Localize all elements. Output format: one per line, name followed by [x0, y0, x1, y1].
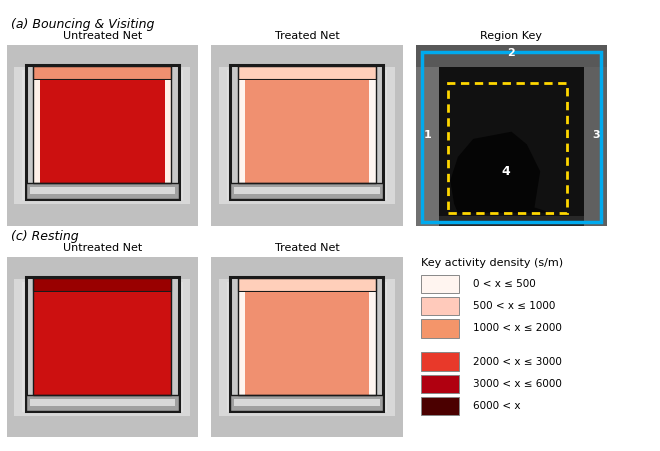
Bar [420, 297, 459, 315]
Text: Treated Net: Treated Net [275, 244, 339, 253]
Text: Key activity density (s/m): Key activity density (s/m) [420, 258, 563, 268]
Bar [420, 352, 459, 371]
Bar [238, 66, 376, 79]
Bar [22, 282, 183, 412]
Bar [219, 67, 395, 204]
Bar [416, 45, 439, 226]
Bar [26, 277, 179, 411]
Bar [30, 399, 175, 405]
Bar [219, 279, 395, 416]
Text: 3000 < x ≤ 6000: 3000 < x ≤ 6000 [473, 379, 562, 389]
Bar [226, 70, 387, 200]
Polygon shape [450, 132, 546, 213]
Bar [420, 319, 459, 338]
Bar [420, 275, 459, 293]
Bar [164, 292, 171, 395]
Text: 6000 < x: 6000 < x [473, 401, 520, 411]
Bar [230, 183, 383, 199]
Text: Region Key: Region Key [480, 32, 543, 41]
Text: Untreated Net: Untreated Net [63, 32, 142, 41]
Bar [34, 80, 40, 183]
Bar [34, 278, 171, 291]
Text: 2: 2 [508, 48, 515, 58]
Bar [448, 83, 567, 213]
Text: 4: 4 [502, 165, 510, 178]
Bar [238, 66, 376, 183]
Bar [226, 282, 387, 412]
Text: 2000 < x ≤ 3000: 2000 < x ≤ 3000 [473, 357, 562, 367]
Text: 1: 1 [424, 130, 431, 140]
Bar [34, 66, 171, 183]
Bar [230, 277, 383, 411]
Bar [40, 80, 164, 183]
Text: 1000 < x ≤ 2000: 1000 < x ≤ 2000 [473, 323, 562, 333]
Bar [238, 278, 376, 395]
Bar [234, 187, 380, 193]
Bar [238, 278, 376, 291]
Bar [369, 292, 376, 395]
Bar [584, 45, 607, 226]
Bar [26, 65, 179, 199]
Text: 3: 3 [592, 130, 599, 140]
Bar [245, 80, 369, 183]
Bar [26, 183, 179, 199]
Bar [234, 74, 380, 197]
Bar [15, 279, 190, 416]
Bar [416, 45, 607, 67]
Bar [420, 375, 459, 393]
Bar [40, 292, 164, 395]
Text: Treated Net: Treated Net [275, 32, 339, 41]
Bar [245, 292, 369, 395]
Bar [234, 286, 380, 409]
Bar [30, 74, 175, 197]
Text: 0 < x ≤ 500: 0 < x ≤ 500 [473, 279, 535, 289]
Bar [34, 278, 171, 395]
Text: Untreated Net: Untreated Net [63, 244, 142, 253]
Bar [439, 67, 584, 216]
Bar [420, 397, 459, 415]
Bar [34, 292, 40, 395]
Text: (c) Resting: (c) Resting [11, 230, 79, 243]
Bar [238, 80, 245, 183]
Text: 500 < x ≤ 1000: 500 < x ≤ 1000 [473, 301, 555, 311]
Bar [230, 65, 383, 199]
Bar [164, 80, 171, 183]
Bar [30, 187, 175, 193]
Bar [26, 395, 179, 411]
Bar [234, 399, 380, 405]
Bar [238, 292, 245, 395]
Bar [30, 286, 175, 409]
Bar [34, 66, 171, 79]
Text: (a) Bouncing & Visiting: (a) Bouncing & Visiting [11, 18, 154, 31]
Bar [230, 395, 383, 411]
Bar [22, 70, 183, 200]
Bar [369, 80, 376, 183]
Bar [15, 67, 190, 204]
